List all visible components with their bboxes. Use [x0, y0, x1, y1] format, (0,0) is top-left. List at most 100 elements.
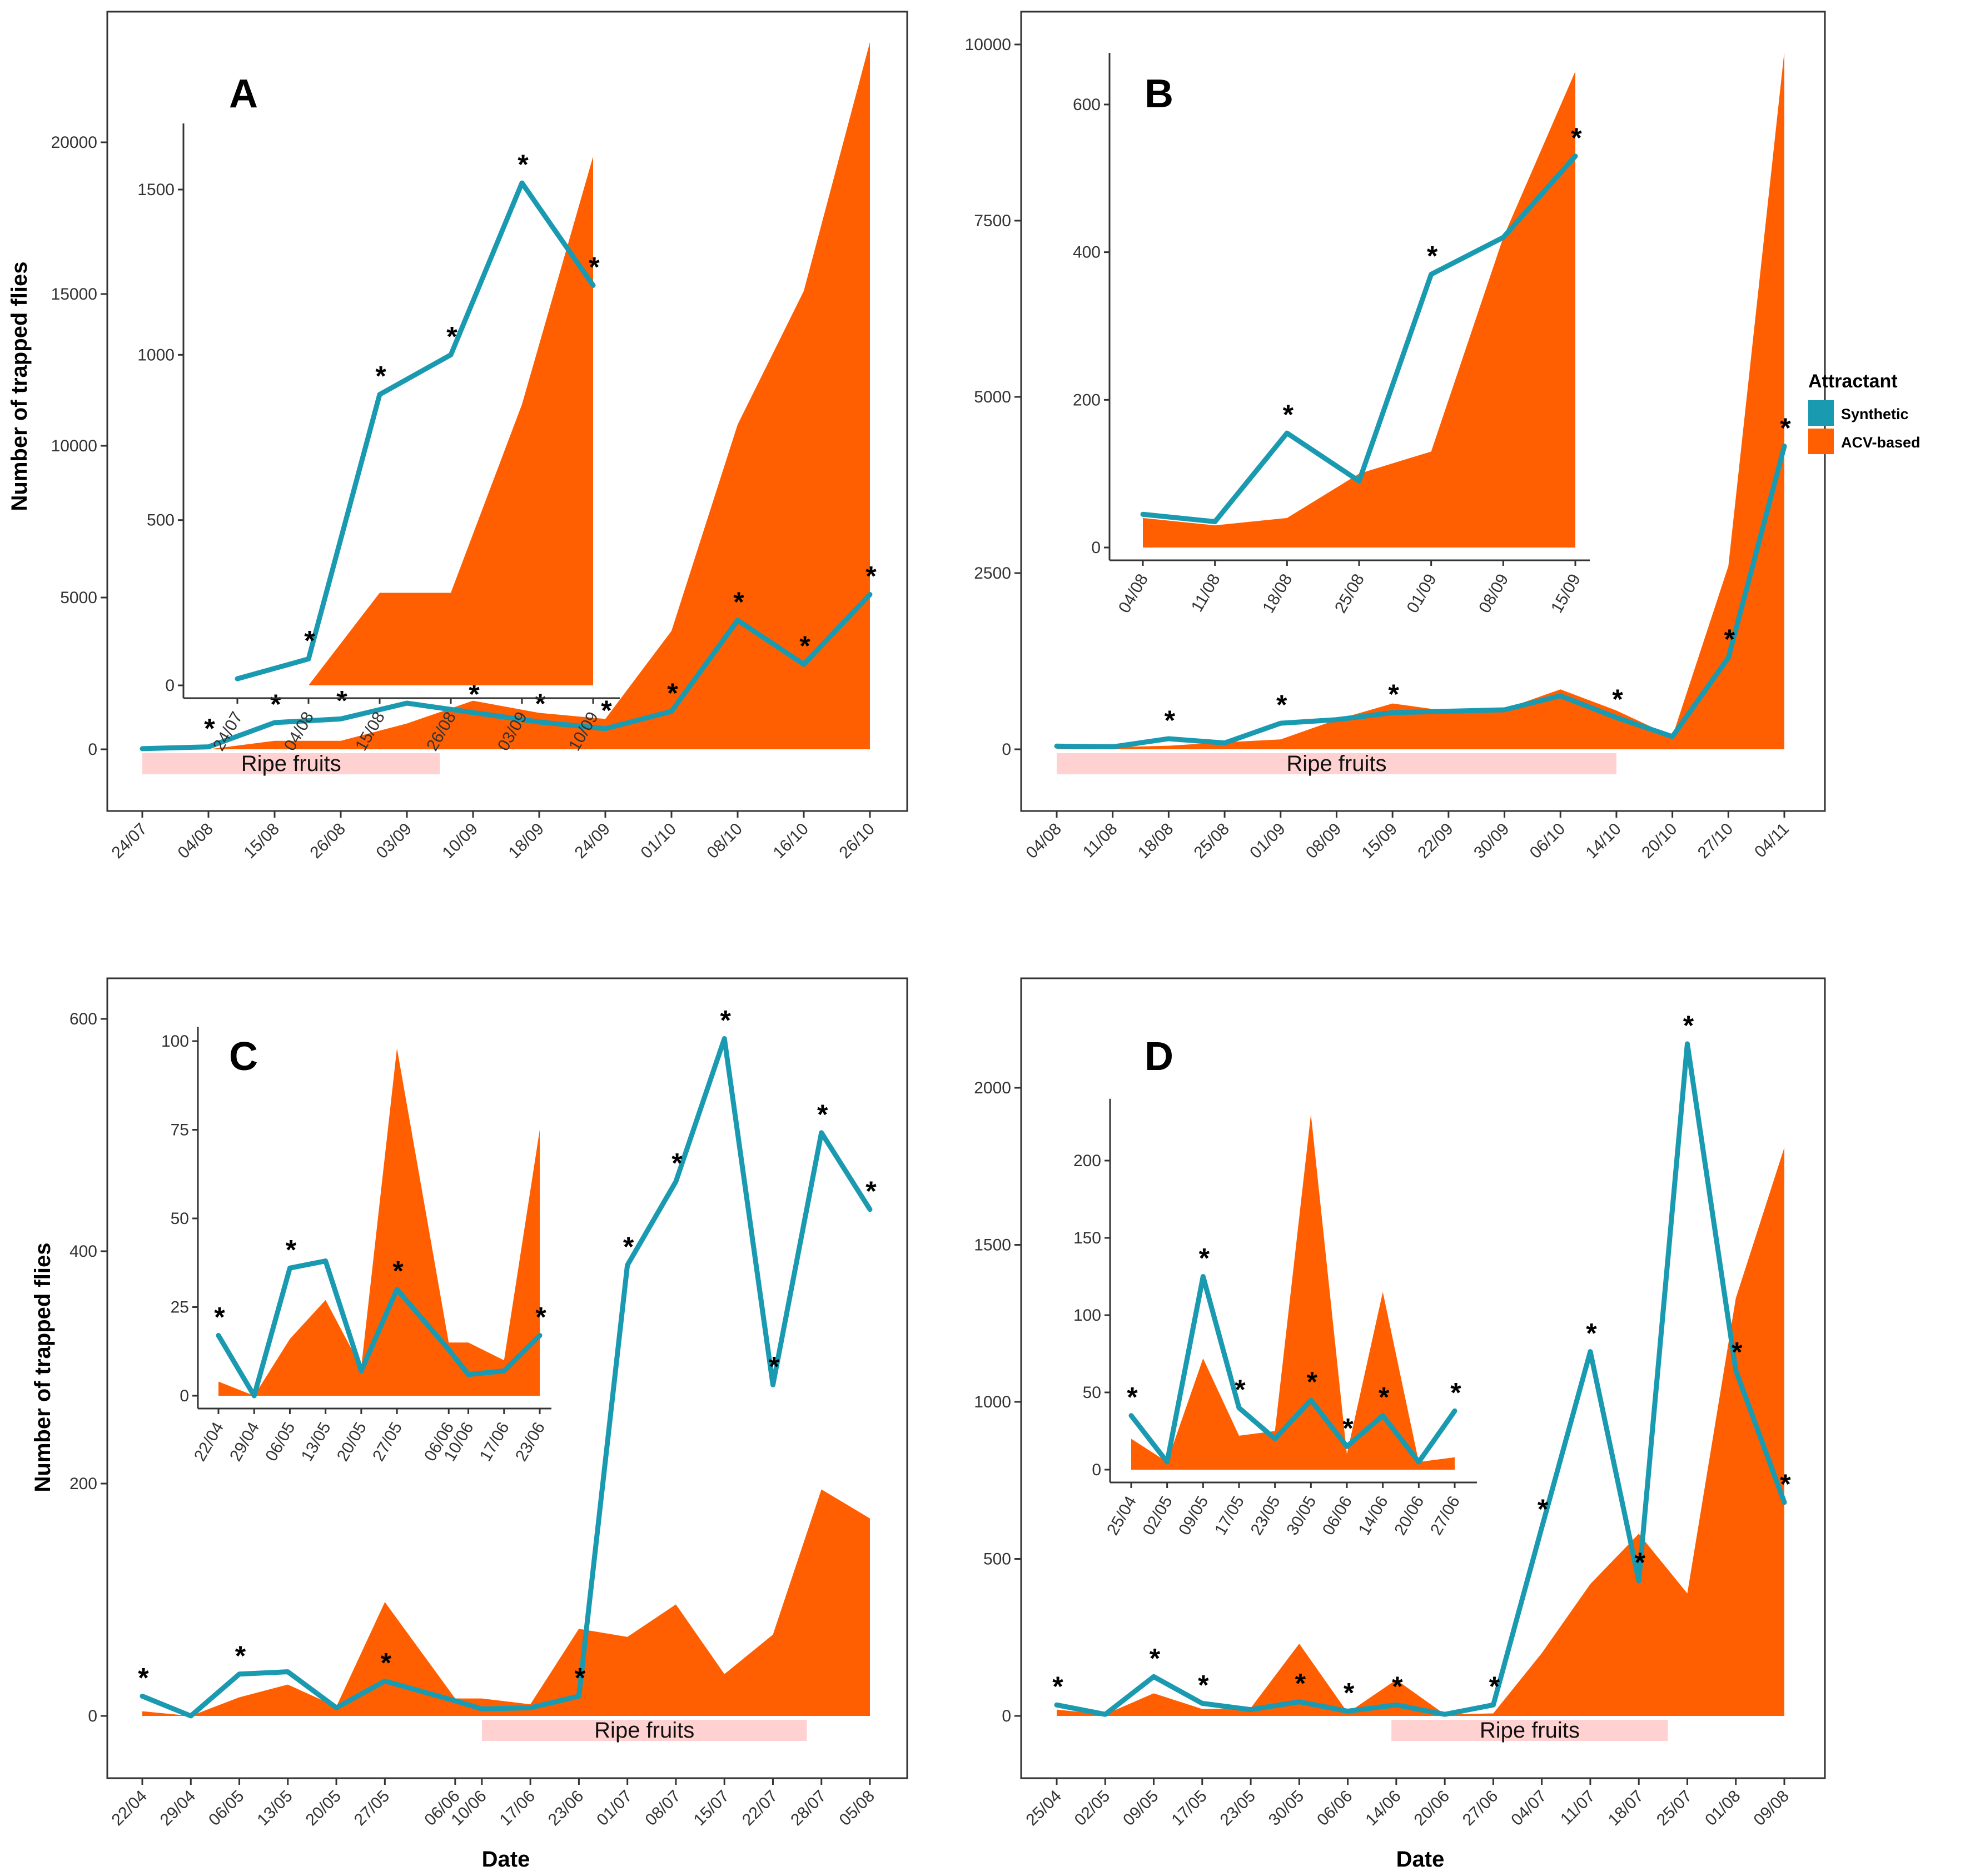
x-tick-label: 23/05 — [1217, 1787, 1259, 1829]
main-significance-star: * — [1150, 1643, 1161, 1674]
x-tick-label: 04/08 — [1023, 820, 1065, 862]
ripe-fruits-band — [481, 1720, 807, 1741]
inset-d: 05010015020025/0402/0509/0517/0523/0530/… — [1073, 1098, 1477, 1539]
ripe-fruits-band — [1391, 1720, 1668, 1741]
inset-y-tick-label: 600 — [1073, 96, 1101, 114]
main-significance-star: * — [1732, 1337, 1743, 1368]
panel-letter: A — [229, 72, 258, 116]
y-tick-label: 5000 — [974, 388, 1011, 406]
y-tick-label: 10000 — [965, 36, 1011, 54]
inset-y-tick-label: 100 — [1073, 1306, 1101, 1325]
main-significance-star: * — [1586, 1318, 1597, 1349]
x-tick-label: 06/10 — [1526, 820, 1569, 862]
x-tick-label: 25/07 — [1653, 1787, 1695, 1829]
inset-y-tick-label: 200 — [1073, 1152, 1101, 1170]
x-tick-label: 03/09 — [373, 820, 415, 862]
main-significance-star: * — [1295, 1668, 1306, 1699]
main-significance-star: * — [381, 1647, 392, 1678]
y-tick-label: 200 — [69, 1475, 97, 1493]
main-significance-star: * — [667, 678, 678, 709]
inset-significance-star: * — [518, 149, 529, 180]
inset-significance-star: * — [1450, 1377, 1461, 1408]
inset-significance-star: * — [1283, 399, 1294, 430]
y-tick-label: 600 — [69, 1010, 97, 1028]
x-tick-label: 06/05 — [205, 1787, 247, 1829]
x-tick-label: 27/05 — [351, 1787, 393, 1829]
x-tick-label: 17/06 — [496, 1787, 539, 1829]
panel-letter: B — [1145, 72, 1173, 116]
y-tick-label: 400 — [69, 1242, 97, 1261]
y-tick-label: 0 — [1002, 1707, 1011, 1725]
x-axis-title-left: Date — [482, 1847, 530, 1872]
x-tick-label: 15/08 — [241, 820, 283, 862]
x-tick-label: 17/05 — [1168, 1787, 1210, 1829]
legend-title: Attractant — [1808, 371, 1898, 392]
inset-y-tick-label: 0 — [165, 676, 175, 695]
x-tick-label: 25/04 — [1023, 1787, 1065, 1829]
main-synthetic-line — [1054, 1041, 1787, 1717]
legend: Attractant Synthetic ACV-based — [1808, 371, 1921, 454]
main-significance-star: * — [1538, 1494, 1549, 1525]
x-tick-label: 20/05 — [302, 1787, 345, 1829]
x-tick-label: 20/06 — [1411, 1787, 1453, 1829]
panel-letter: D — [1145, 1034, 1173, 1079]
main-significance-star: * — [1276, 689, 1287, 720]
x-tick-label: 29/04 — [157, 1787, 199, 1829]
x-tick-label: 18/07 — [1605, 1787, 1647, 1829]
inset-significance-star: * — [304, 625, 315, 656]
x-axis-title-right: Date — [1396, 1847, 1445, 1872]
x-tick-label: 08/10 — [704, 820, 746, 862]
main-significance-star: * — [865, 1176, 877, 1207]
inset-y-tick-label: 1000 — [137, 346, 175, 364]
inset-significance-star: * — [446, 321, 457, 352]
inset-significance-star: * — [1342, 1412, 1354, 1444]
inset-significance-star: * — [535, 1302, 546, 1333]
x-tick-label: 06/06 — [1314, 1787, 1356, 1829]
main-significance-star: * — [1683, 1010, 1694, 1041]
x-tick-label: 04/08 — [175, 820, 217, 862]
inset-acv-area — [237, 156, 593, 685]
main-significance-star: * — [1344, 1678, 1355, 1709]
main-synthetic-line — [140, 1036, 873, 1719]
ripe-fruits-label: Ripe fruits — [1480, 1718, 1580, 1743]
x-tick-label: 01/08 — [1702, 1787, 1744, 1829]
y-tick-label: 7500 — [974, 212, 1011, 230]
x-tick-label: 25/08 — [1191, 820, 1233, 862]
main-significance-star: * — [1634, 1547, 1645, 1578]
main-significance-star: * — [1724, 624, 1735, 655]
x-tick-label: 15/09 — [1359, 820, 1401, 862]
y-tick-label: 5000 — [60, 589, 97, 607]
inset-y-tick-label: 1500 — [137, 181, 175, 199]
x-tick-label: 27/10 — [1694, 820, 1737, 862]
y-axis-title-bottom: Number of trapped flies — [31, 1243, 55, 1492]
inset-y-tick-label: 0 — [1092, 1461, 1101, 1479]
inset-y-tick-label: 400 — [1073, 243, 1101, 262]
ripe-fruits-band — [1057, 753, 1616, 774]
panel-frame — [1020, 11, 1826, 812]
main-significance-star: * — [1489, 1671, 1500, 1702]
main-significance-star: * — [535, 688, 546, 719]
inset-synthetic-line — [1128, 1274, 1457, 1465]
main-significance-star: * — [1392, 1671, 1403, 1702]
main-synthetic-line — [1054, 444, 1787, 750]
x-tick-label: 05/08 — [836, 1787, 878, 1829]
y-tick-label: 0 — [1002, 740, 1011, 759]
x-tick-label: 22/04 — [108, 1787, 151, 1829]
x-tick-label: 04/07 — [1508, 1787, 1550, 1829]
x-tick-label: 26/08 — [307, 820, 349, 862]
main-significance-star: * — [1780, 412, 1791, 444]
y-tick-label: 15000 — [51, 285, 97, 303]
x-tick-label: 10/09 — [439, 820, 481, 862]
main-significance-star: * — [1388, 679, 1399, 710]
inset-acv-area — [1143, 71, 1575, 548]
x-tick-label: 01/07 — [593, 1787, 635, 1829]
inset-significance-star: * — [1427, 241, 1438, 272]
y-tick-label: 1500 — [974, 1236, 1011, 1255]
x-tick-label: 04/11 — [1751, 820, 1793, 862]
main-significance-star: * — [336, 685, 347, 716]
ripe-fruits-label: Ripe fruits — [241, 752, 341, 776]
legend-label-synthetic: Synthetic — [1841, 406, 1909, 422]
main-significance-star: * — [671, 1148, 683, 1179]
